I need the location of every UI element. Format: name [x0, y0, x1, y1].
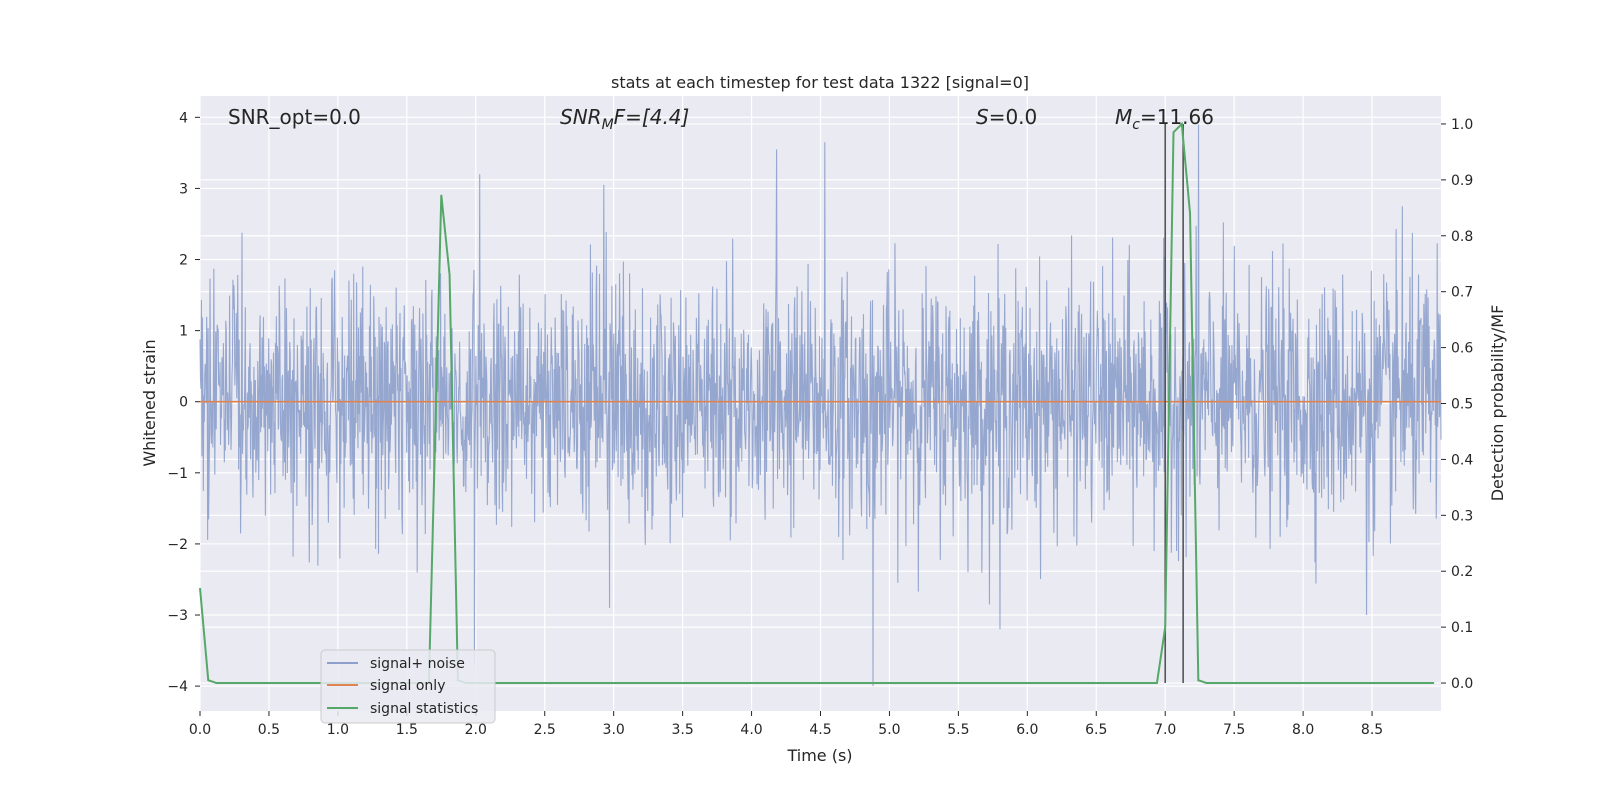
annotation-snr-mf-symbol: SNR: [560, 105, 602, 129]
series-signal-plus-noise: [199, 124, 1442, 687]
chart-title: stats at each timestep for test data 132…: [611, 73, 1029, 92]
x-tick-label: 4.0: [740, 722, 762, 738]
y-left-tick-label: 4: [179, 110, 188, 126]
y-right-tick-label: 1.0: [1451, 117, 1473, 133]
annotation-mc: Mc=11.66: [1115, 105, 1214, 133]
x-tick-label: 1.5: [396, 722, 418, 738]
x-tick-label: 0.0: [189, 722, 211, 738]
annotation-s-value: =0.0: [989, 105, 1038, 129]
y-axis-label-left: Whitened strain: [140, 339, 159, 466]
y-left-tick-label: 3: [179, 181, 188, 197]
y-right-tick-label: 0.0: [1451, 676, 1473, 692]
y-left-tick-label: 1: [179, 324, 188, 340]
y-left-tick-label: −3: [167, 608, 188, 624]
x-tick-label: 2.5: [534, 722, 556, 738]
annotation-snr-opt: SNR_opt=0.0: [228, 105, 361, 129]
x-tick-label: 6.0: [1016, 722, 1038, 738]
legend-label-signal-only: signal only: [370, 678, 445, 694]
y-left-tick-label: −4: [167, 679, 188, 695]
x-tick-label: 6.5: [1085, 722, 1107, 738]
annotation-mc-value: =11.66: [1140, 105, 1214, 129]
legend-label-signal-statistics: signal statistics: [370, 701, 478, 717]
y-right-tick-label: 0.2: [1451, 564, 1473, 580]
annotation-snr-mf: SNRMF=[4.4]: [560, 105, 689, 133]
y-right-tick-label: 0.8: [1451, 229, 1473, 245]
annotation-s: S=0.0: [976, 105, 1037, 129]
annotation-s-symbol: S: [976, 105, 989, 129]
legend: signal+ noise signal only signal statist…: [320, 649, 496, 724]
x-tick-label: 3.0: [603, 722, 625, 738]
x-tick-label: 3.5: [671, 722, 693, 738]
y-left-tick-label: −1: [167, 466, 188, 482]
x-tick-label: 5.5: [947, 722, 969, 738]
x-tick-label: 7.0: [1154, 722, 1176, 738]
axis-ticks: 0.0 0.5 1.0 1.5 2.0 2.5 3.0 3.5 4.0 4.5 5.0 5.5 6.0 6…: [167, 110, 1473, 738]
y-right-tick-label: 0.6: [1451, 341, 1473, 357]
x-tick-label: 8.0: [1292, 722, 1314, 738]
annotation-snr-mf-value: F=[4.4]: [614, 105, 690, 129]
x-tick-label: 7.5: [1223, 722, 1245, 738]
y-right-tick-label: 0.3: [1451, 508, 1473, 524]
x-tick-label: 0.5: [258, 722, 280, 738]
x-tick-label: 8.5: [1361, 722, 1383, 738]
annotation-mc-subscript: c: [1132, 117, 1140, 133]
annotation-mc-symbol: M: [1115, 105, 1132, 129]
y-right-tick-label: 0.7: [1451, 285, 1473, 301]
y-right-tick-label: 0.5: [1451, 397, 1473, 413]
y-right-tick-label: 0.1: [1451, 620, 1473, 636]
y-left-tick-label: 2: [179, 253, 188, 269]
x-tick-label: 5.0: [878, 722, 900, 738]
line-signal-plus-noise: [199, 124, 1442, 687]
x-tick-label: 2.0: [465, 722, 487, 738]
legend-box: [320, 649, 496, 724]
annotation-snr-mf-subscript: M: [602, 117, 614, 133]
y-axis-label-right: Detection probability/MF: [1488, 305, 1507, 502]
y-right-tick-label: 0.9: [1451, 173, 1473, 189]
x-tick-label: 4.5: [809, 722, 831, 738]
legend-label-signal-plus-noise: signal+ noise: [370, 656, 465, 672]
x-tick-label: 1.0: [327, 722, 349, 738]
y-left-tick-label: −2: [167, 537, 188, 553]
x-axis-label: Time (s): [786, 746, 852, 765]
y-right-tick-label: 0.4: [1451, 452, 1473, 468]
y-left-tick-label: 0: [179, 395, 188, 411]
